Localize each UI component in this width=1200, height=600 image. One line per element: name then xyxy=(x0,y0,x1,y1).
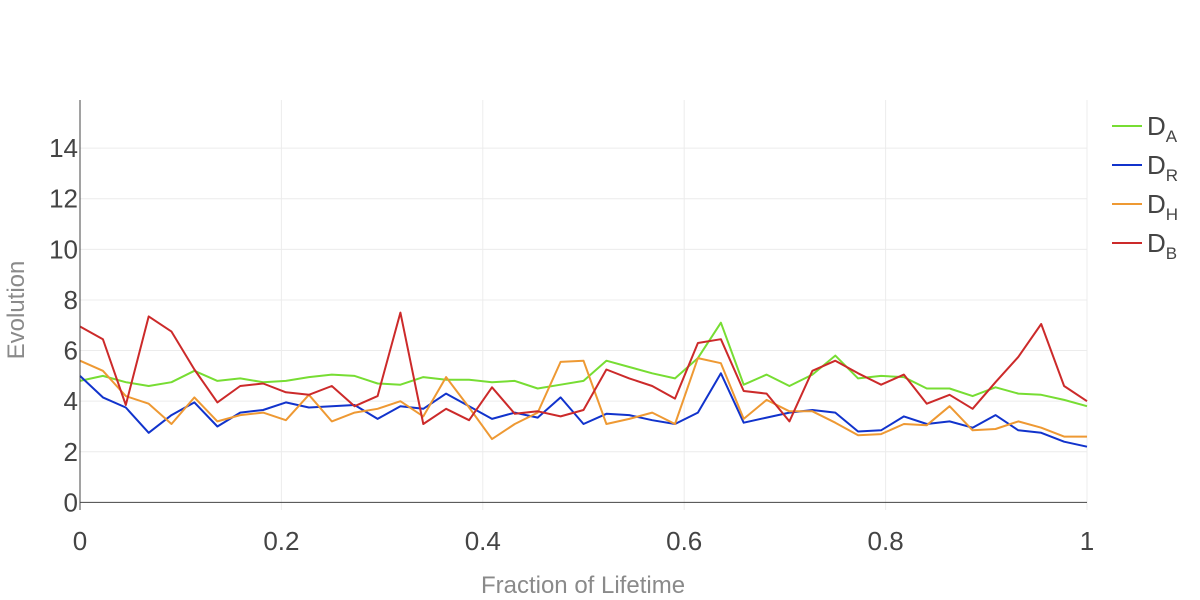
legend-item-dh[interactable]: DH xyxy=(1112,189,1178,224)
y-tick-label: 0 xyxy=(64,487,78,517)
y-tick-label: 14 xyxy=(49,133,78,163)
legend-label: DB xyxy=(1147,228,1177,263)
legend[interactable]: DA DR DH DB xyxy=(1112,111,1178,263)
series-line-dh xyxy=(79,357,1087,441)
series-line-dr xyxy=(79,372,1088,448)
grid-lines xyxy=(80,100,1088,510)
y-tick-label: 2 xyxy=(64,437,78,467)
y-tick-label: 10 xyxy=(49,234,78,264)
x-tick-label: 0.6 xyxy=(666,526,702,556)
x-tick-label: 0 xyxy=(73,526,87,556)
series-line-db xyxy=(79,311,1088,425)
y-axis-title: Evolution xyxy=(3,261,30,360)
x-tick-label: 1 xyxy=(1080,526,1094,556)
series-line-da xyxy=(79,321,1088,408)
legend-label: DR xyxy=(1147,150,1178,185)
legend-item-dr[interactable]: DR xyxy=(1112,150,1178,185)
legend-item-db[interactable]: DB xyxy=(1112,228,1177,263)
x-tick-label: 0.2 xyxy=(263,526,299,556)
legend-label: DA xyxy=(1147,111,1178,146)
y-tick-label: 6 xyxy=(64,336,78,366)
y-tick-label: 12 xyxy=(49,184,78,214)
series-lines xyxy=(79,311,1088,448)
axes xyxy=(79,100,1087,510)
x-axis-title: Fraction of Lifetime xyxy=(481,572,685,599)
x-tick-label: 0.8 xyxy=(868,526,904,556)
x-tick-label: 0.4 xyxy=(465,526,501,556)
y-tick-label: 8 xyxy=(64,285,78,315)
y-tick-label: 4 xyxy=(64,386,78,416)
legend-item-da[interactable]: DA xyxy=(1112,111,1178,146)
legend-label: DH xyxy=(1147,189,1178,224)
